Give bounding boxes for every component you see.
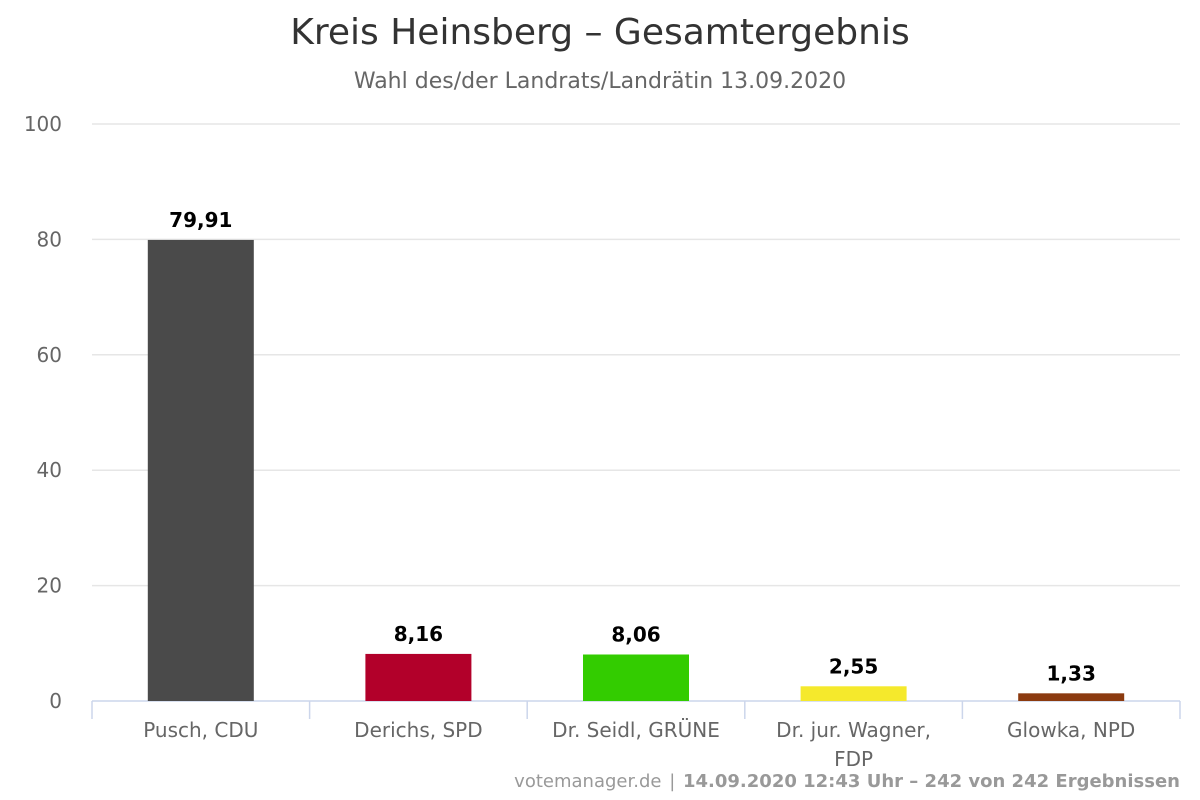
category-label: Dr. jur. Wagner, (776, 718, 931, 742)
y-tick-label: 80 (37, 227, 62, 251)
credits-details: 14.09.2020 12:43 Uhr – 242 von 242 Ergeb… (683, 771, 1180, 792)
bar[interactable] (1018, 693, 1125, 701)
y-tick-label: 100 (24, 112, 62, 136)
data-label: 1,33 (1047, 661, 1096, 685)
credits[interactable]: votemanager.de | 14.09.2020 12:43 Uhr – … (514, 771, 1180, 792)
data-label: 8,16 (394, 622, 443, 646)
y-tick-label: 20 (37, 574, 62, 598)
data-label: 8,06 (611, 622, 660, 646)
y-axis-tick-labels: 0 20 40 60 80 100 (24, 112, 62, 713)
credits-source[interactable]: votemanager.de (514, 771, 662, 792)
credits-separator: | (669, 771, 676, 792)
bar[interactable] (147, 239, 254, 701)
y-tick-label: 40 (37, 458, 62, 482)
bars (147, 239, 1125, 701)
data-label: 79,91 (169, 208, 232, 232)
chart-subtitle: Wahl des/der Landrats/Landrätin 13.09.20… (353, 69, 847, 94)
x-axis (91, 700, 1181, 719)
bar[interactable] (800, 686, 907, 701)
category-labels: Pusch, CDU Derichs, SPD Dr. Seidl, GRÜNE Dr… (143, 718, 1135, 771)
category-label: Dr. Seidl, GRÜNE (552, 718, 720, 742)
y-tick-label: 60 (37, 343, 62, 367)
category-label: Glowka, NPD (1007, 718, 1135, 742)
bar[interactable] (365, 653, 472, 701)
chart-title: Kreis Heinsberg – Gesamtergebnis (290, 12, 910, 53)
data-label: 2,55 (829, 654, 878, 678)
y-tick-label: 0 (49, 689, 62, 713)
category-label: FDP (834, 747, 873, 771)
category-label: Derichs, SPD (354, 718, 482, 742)
category-label: Pusch, CDU (143, 718, 258, 742)
bar[interactable] (583, 654, 689, 701)
data-labels: 79,91 8,16 8,06 2,55 1,33 (169, 208, 1096, 685)
gridlines (92, 123, 1180, 587)
